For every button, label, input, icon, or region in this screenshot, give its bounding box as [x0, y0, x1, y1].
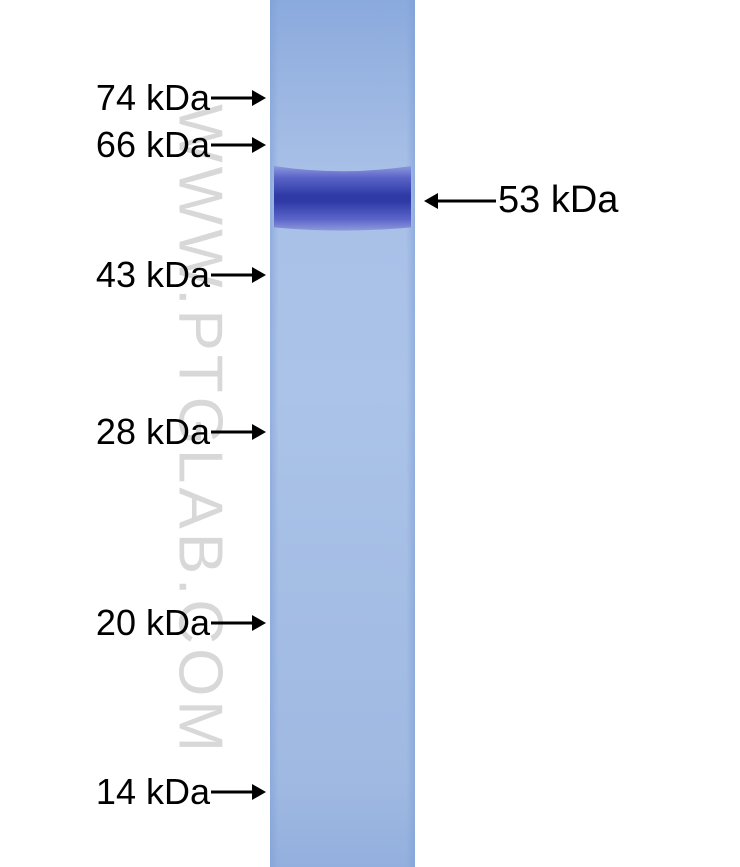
marker-label: 28 kDa: [96, 411, 210, 453]
protein-band: [274, 156, 411, 247]
marker-label: 14 kDa: [96, 771, 210, 813]
marker-arrow-icon: [195, 422, 282, 442]
target-band-label: 53 kDa: [498, 179, 618, 222]
marker-label: 20 kDa: [96, 602, 210, 644]
gel-lane: [270, 0, 415, 867]
marker-arrow-icon: [195, 135, 282, 155]
marker-arrow-icon: [195, 782, 282, 802]
gel-image-figure: WWW.PTGLAB.COM 53 kDa 74 kDa66 kDa43 kDa…: [0, 0, 740, 867]
marker-arrow-icon: [195, 88, 282, 108]
marker-arrow-icon: [195, 613, 282, 633]
marker-label: 74 kDa: [96, 77, 210, 119]
marker-label: 43 kDa: [96, 254, 210, 296]
target-arrow-icon: [408, 191, 512, 211]
marker-arrow-icon: [195, 265, 282, 285]
marker-label: 66 kDa: [96, 124, 210, 166]
